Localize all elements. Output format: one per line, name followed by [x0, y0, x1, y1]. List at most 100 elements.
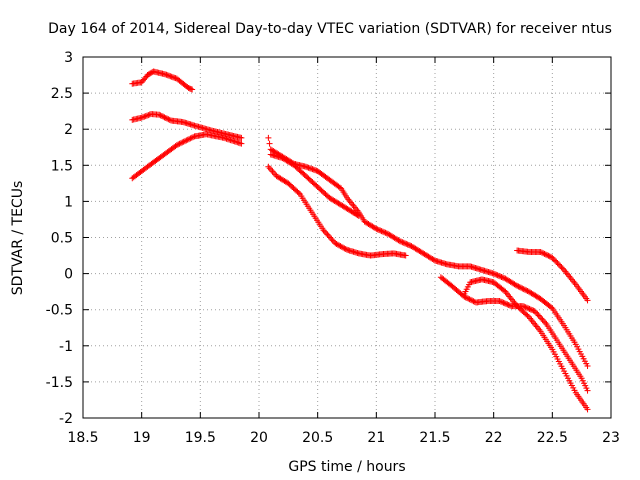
- data-point: [238, 134, 245, 141]
- data-point: [238, 140, 245, 147]
- data-point: [184, 136, 191, 143]
- data-point: [186, 136, 193, 143]
- data-point: [554, 260, 561, 267]
- data-point: [400, 239, 407, 246]
- data-point: [540, 250, 547, 257]
- data-point: [534, 311, 541, 318]
- data-point: [342, 246, 349, 253]
- x-tick-label: 20: [250, 430, 268, 446]
- x-tick-label: 21.5: [419, 430, 450, 446]
- data-point: [379, 228, 386, 235]
- data-point: [542, 251, 549, 258]
- data-point: [524, 288, 531, 295]
- data-point: [522, 304, 529, 311]
- y-tick-label: -2: [59, 411, 73, 427]
- y-tick-label: 1: [64, 194, 73, 210]
- data-point: [164, 115, 171, 122]
- data-point: [265, 163, 272, 170]
- data-point: [497, 273, 504, 280]
- data-point: [396, 238, 403, 245]
- data-point: [496, 298, 503, 305]
- data-point: [493, 271, 500, 278]
- data-point: [497, 298, 504, 305]
- data-point: [527, 306, 534, 313]
- data-point: [324, 231, 331, 238]
- data-point: [499, 299, 506, 306]
- data-point: [495, 272, 502, 279]
- data-point: [584, 387, 591, 394]
- data-point: [372, 225, 379, 232]
- data-point: [531, 308, 538, 315]
- data-point: [381, 229, 388, 236]
- data-point: [516, 284, 523, 291]
- data-point: [268, 166, 275, 173]
- data-point: [501, 287, 508, 294]
- data-point: [500, 299, 507, 306]
- data-point: [374, 226, 381, 233]
- data-point: [165, 116, 172, 123]
- data-point: [462, 294, 469, 301]
- data-point: [378, 228, 385, 235]
- data-points: [129, 68, 591, 413]
- data-point: [523, 287, 530, 294]
- data-point: [338, 243, 345, 250]
- y-tick-label: -1.5: [46, 375, 73, 391]
- data-point: [190, 134, 197, 141]
- data-point: [336, 242, 343, 249]
- data-point: [334, 241, 341, 248]
- data-point: [327, 234, 334, 241]
- data-point: [142, 113, 149, 120]
- data-point: [175, 141, 182, 148]
- data-point: [270, 170, 277, 177]
- data-point: [189, 86, 196, 93]
- data-point: [550, 256, 557, 263]
- data-point: [524, 312, 531, 319]
- y-tick-label: 1.5: [51, 158, 73, 174]
- data-point: [160, 113, 167, 120]
- data-point: [145, 112, 152, 119]
- data-point: [383, 230, 390, 237]
- data-point: [402, 252, 409, 259]
- data-point: [156, 111, 163, 118]
- x-tick-label: 19.5: [185, 430, 216, 446]
- x-tick-label: 23: [602, 430, 620, 446]
- data-point: [141, 113, 148, 120]
- y-tick-label: 3: [64, 50, 73, 66]
- data-point: [332, 240, 339, 247]
- data-point: [539, 316, 546, 323]
- data-point: [465, 295, 472, 302]
- data-point: [328, 235, 335, 242]
- data-point: [161, 114, 168, 121]
- data-point: [520, 303, 526, 310]
- x-tick-label: 22: [485, 430, 503, 446]
- data-point: [187, 135, 194, 142]
- data-point: [538, 315, 545, 322]
- data-point: [463, 294, 470, 301]
- data-point: [544, 252, 551, 259]
- data-point: [321, 228, 328, 235]
- x-ticks: 18.5 19 19.5 20 20.5 21 21.5 22 22.5 23: [67, 57, 620, 446]
- y-axis-label: SDTVAR / TECUs: [10, 181, 26, 296]
- data-point: [403, 240, 410, 247]
- data-point: [183, 137, 190, 144]
- series-track-b: [129, 111, 245, 141]
- y-tick-label: 2.5: [51, 86, 73, 102]
- data-point: [173, 142, 180, 149]
- data-point: [402, 240, 409, 247]
- data-point: [466, 296, 473, 303]
- data-point: [559, 265, 566, 272]
- data-point: [266, 140, 273, 147]
- series-track-e: [267, 151, 362, 219]
- data-point: [541, 250, 548, 257]
- data-point: [505, 301, 512, 308]
- data-point: [538, 249, 545, 256]
- data-point: [407, 242, 414, 249]
- data-point: [320, 227, 327, 234]
- data-point: [166, 116, 173, 123]
- data-point: [470, 298, 477, 305]
- data-point: [494, 272, 501, 279]
- y-tick-label: 0: [64, 267, 73, 283]
- data-point: [548, 304, 555, 311]
- y-tick-label: 0.5: [51, 231, 73, 247]
- y-tick-label: -0.5: [46, 303, 73, 319]
